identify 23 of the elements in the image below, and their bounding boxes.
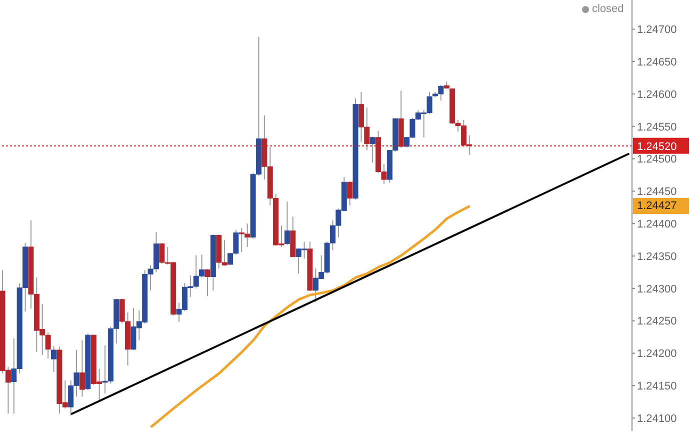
annotation: closed xyxy=(592,3,624,15)
candlestick xyxy=(50,346,56,373)
candlestick xyxy=(204,268,210,297)
y-tick-label: 1.24400 xyxy=(637,218,677,231)
y-tick-label: 1.24200 xyxy=(637,348,677,360)
candlestick xyxy=(370,136,376,164)
y-tick-label: 1.24450 xyxy=(637,186,677,198)
y-tick-label: 1.24150 xyxy=(637,380,677,393)
candlestick xyxy=(79,340,85,398)
text: 1.24427 xyxy=(633,198,689,214)
candlestick xyxy=(284,201,290,246)
y-tick-label: 1.24550 xyxy=(637,121,677,134)
y-tick-label: 1.24700 xyxy=(637,24,677,36)
y-tick-label: 1.24300 xyxy=(637,283,677,296)
y-tick-label: 1.24650 xyxy=(637,56,677,68)
candlestick xyxy=(347,180,353,206)
ref-line-label: 1.24520 xyxy=(637,140,677,153)
y-tick-label: 1.24250 xyxy=(637,316,677,328)
y-tick-label: 1.24600 xyxy=(637,88,677,101)
y-tick-label: 1.24100 xyxy=(637,412,677,425)
line-series xyxy=(150,204,471,428)
y-tick-label: 1.24350 xyxy=(637,250,677,263)
y-tick-label: 1.24500 xyxy=(637,154,677,166)
